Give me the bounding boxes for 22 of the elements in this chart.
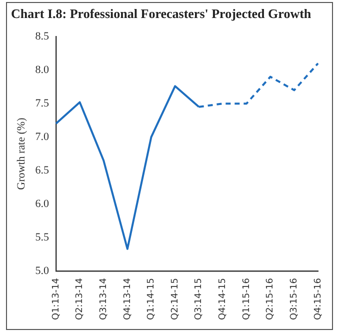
chart-title: Chart I.8: Professional Forecasters' Projected Growth [11, 6, 312, 22]
x-tick-label: Q4:15-16 [313, 278, 324, 320]
x-tick-label: Q3:14-15 [194, 278, 204, 320]
x-tick-label: Q2:13-14 [75, 278, 86, 320]
x-tick-label: Q3:13-14 [98, 278, 109, 320]
x-tick-label: Q1:13-14 [51, 278, 62, 320]
y-tick-label: 6.5 [35, 164, 50, 176]
y-tick-label: 5.0 [35, 264, 50, 277]
y-tick-label: 7.5 [35, 97, 50, 110]
y-tick-label: 8.0 [35, 64, 50, 76]
x-tick-label: Q1:15-16 [242, 278, 252, 320]
y-axis-title: Growth rate (%) [15, 117, 28, 190]
x-tick-label: Q4:14-15 [218, 278, 228, 320]
x-tick-label: Q2:14-15 [170, 278, 180, 320]
y-tick-label: 7.0 [35, 130, 50, 143]
x-tick-label: Q4:13-14 [122, 278, 133, 320]
y-tick-label: 5.5 [35, 231, 50, 244]
x-tick-label: Q2:15-16 [266, 278, 276, 320]
y-tick-label: 6.0 [35, 198, 50, 210]
x-tick-label: Q1:14-15 [146, 278, 157, 320]
x-tick-label: Q3:15-16 [290, 278, 300, 320]
y-tick-label: 8.5 [35, 30, 50, 42]
